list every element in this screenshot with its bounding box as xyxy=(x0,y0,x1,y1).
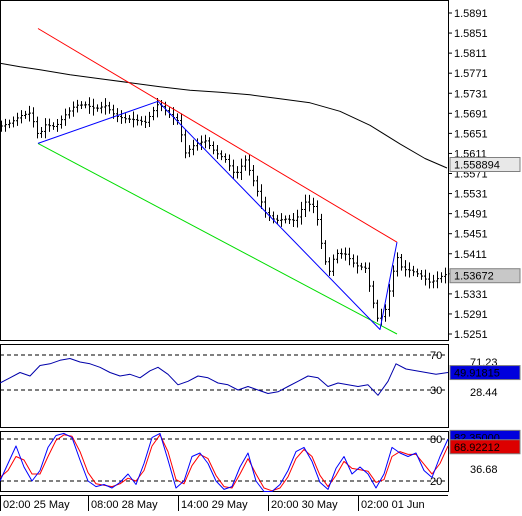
price-tick-label: 1.5531 xyxy=(454,189,488,201)
time-tick-label: 08:00 28 May xyxy=(91,499,158,511)
level-label-80: 80 xyxy=(430,434,442,446)
moving-average-line xyxy=(0,62,448,169)
stochastic-signal-value: 68.92212 xyxy=(454,442,500,454)
support-trend-line xyxy=(37,142,398,335)
resistance-trend-line xyxy=(37,28,398,243)
price-tick-label: 1.5731 xyxy=(454,88,488,100)
channel-zigzag-line xyxy=(37,100,398,330)
price-bars-series xyxy=(0,97,447,326)
price-tick-label: 1.5451 xyxy=(454,229,488,241)
time-tick-label: 14:00 29 May xyxy=(181,499,248,511)
time-tick-label: 02:00 01 Jun xyxy=(361,499,425,511)
stochastic-min-label: 36.68 xyxy=(470,464,498,476)
rsi-value-box xyxy=(449,365,521,381)
rsi-min-label: 28.44 xyxy=(470,387,498,399)
panel-frames xyxy=(0,0,449,496)
panel-frame-0 xyxy=(0,0,449,341)
stochastic-d-line xyxy=(0,434,449,492)
time-axis: 02:00 25 May 08:00 28 May 14:00 29 May 20:0… xyxy=(0,495,425,511)
rsi-level-lines: 70 30 xyxy=(0,350,448,397)
last-price-value-box xyxy=(449,268,521,284)
price-tick-label: 1.5651 xyxy=(454,128,488,140)
price-tick-label: 1.5251 xyxy=(454,329,488,341)
price-tick-label: 1.5771 xyxy=(454,68,488,80)
price-tick-label: 1.5411 xyxy=(454,249,487,261)
level-label-20: 20 xyxy=(430,476,442,488)
rsi-series xyxy=(0,358,449,396)
price-axis-ticks: 1.5891 1.5851 1.5811 1.5771 1.5731 1.5691 1.56… xyxy=(448,8,488,341)
main-price-panel: 1.5891 1.5851 1.5811 1.5771 1.5731 1.5691 1.56… xyxy=(0,8,521,341)
price-tick-label: 1.5291 xyxy=(454,309,488,321)
rsi-line xyxy=(0,358,449,396)
price-tick-label: 1.5851 xyxy=(454,28,488,40)
level-label-30: 30 xyxy=(430,385,442,397)
stochastic-signal-value-box xyxy=(449,439,521,455)
panel-frame-1 xyxy=(0,344,449,428)
moving-average-value: 1.558894 xyxy=(454,160,500,172)
rsi-value: 49.91815 xyxy=(454,368,500,380)
trend-lines xyxy=(37,28,398,335)
moving-average-value-box xyxy=(449,157,521,173)
price-tick-label: 1.5891 xyxy=(454,8,488,20)
stochastic-level-lines: 80 20 xyxy=(0,434,448,488)
last-price-value: 1.53672 xyxy=(454,271,494,283)
price-value-labels: 1.558894 1.53672 xyxy=(449,157,521,284)
time-tick-label: 20:00 30 May xyxy=(271,499,338,511)
price-tick-label: 1.5331 xyxy=(454,289,488,301)
level-label-70: 70 xyxy=(430,350,442,362)
time-tick-label: 02:00 25 May xyxy=(3,499,70,511)
stochastic-k-line xyxy=(0,432,449,492)
price-tick-label: 1.5811 xyxy=(454,48,487,60)
panel-frame-2 xyxy=(0,431,449,492)
price-tick-label: 1.5491 xyxy=(454,209,488,221)
moving-average-series xyxy=(0,62,448,169)
stochastic-series xyxy=(0,432,449,492)
price-tick-label: 1.5691 xyxy=(454,108,488,120)
